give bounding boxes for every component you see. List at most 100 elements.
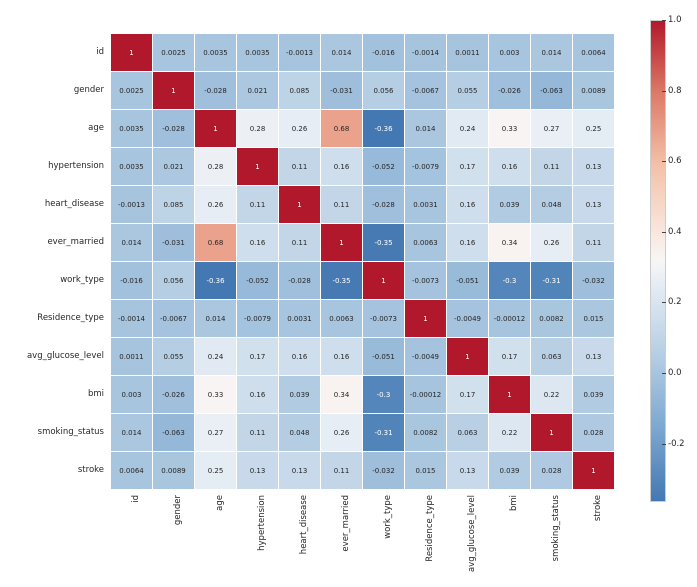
heatmap-cell: 0.056 xyxy=(153,262,195,300)
colorbar-tick-label: 0.6 xyxy=(668,156,682,166)
heatmap-cell: 0.039 xyxy=(573,376,615,414)
y-axis-label: stroke xyxy=(78,465,104,475)
heatmap-cell: 0.26 xyxy=(321,414,363,452)
y-axis-label: smoking_status xyxy=(38,427,104,437)
heatmap-cell: 1 xyxy=(195,110,237,148)
heatmap-cell: 0.021 xyxy=(237,72,279,110)
x-axis-label: avg_glucose_level xyxy=(467,495,477,572)
y-axis-label: work_type xyxy=(60,275,104,285)
heatmap-cell: 0.17 xyxy=(447,376,489,414)
heatmap-cell: 0.048 xyxy=(279,414,321,452)
heatmap-cell: 0.0035 xyxy=(195,34,237,72)
heatmap-cell: 0.0064 xyxy=(111,452,153,490)
heatmap-cell: 0.16 xyxy=(447,224,489,262)
heatmap-cell: 0.22 xyxy=(489,414,531,452)
heatmap: 10.00250.00350.0035-0.00130.014-0.016-0.… xyxy=(110,33,615,490)
x-axis-label: age xyxy=(215,495,225,511)
heatmap-cell: 0.0082 xyxy=(405,414,447,452)
heatmap-cell: 0.0025 xyxy=(111,72,153,110)
heatmap-cell: 0.16 xyxy=(321,148,363,186)
heatmap-cell: 0.16 xyxy=(279,338,321,376)
heatmap-cell: 1 xyxy=(321,224,363,262)
heatmap-cell: 1 xyxy=(447,338,489,376)
x-axis-label: stroke xyxy=(593,495,603,521)
heatmap-cell: 0.16 xyxy=(237,376,279,414)
heatmap-cell: -0.0073 xyxy=(405,262,447,300)
heatmap-cell: -0.0013 xyxy=(111,186,153,224)
heatmap-cell: -0.031 xyxy=(153,224,195,262)
heatmap-cell: 0.0089 xyxy=(153,452,195,490)
colorbar-tick-label: 0.0 xyxy=(668,368,682,378)
x-axis-label: heart_disease xyxy=(299,495,309,554)
heatmap-cell: 0.13 xyxy=(573,338,615,376)
heatmap-cell: 0.11 xyxy=(279,224,321,262)
heatmap-cell: 0.25 xyxy=(195,452,237,490)
colorbar-tick-label: 0.8 xyxy=(668,86,682,96)
heatmap-cell: 0.11 xyxy=(237,414,279,452)
heatmap-cell: 0.26 xyxy=(279,110,321,148)
heatmap-cell: -0.35 xyxy=(363,224,405,262)
heatmap-cell: -0.0067 xyxy=(153,300,195,338)
heatmap-cell: 0.17 xyxy=(447,148,489,186)
heatmap-cell: 0.25 xyxy=(573,110,615,148)
heatmap-cell: 0.039 xyxy=(279,376,321,414)
y-axis-label: avg_glucose_level xyxy=(27,351,104,361)
heatmap-cell: 0.028 xyxy=(531,452,573,490)
y-axis-label: Residence_type xyxy=(37,313,104,323)
heatmap-cell: 0.0063 xyxy=(405,224,447,262)
heatmap-cell: 0.28 xyxy=(195,148,237,186)
heatmap-cell: 0.014 xyxy=(195,300,237,338)
heatmap-cell: 0.0031 xyxy=(405,186,447,224)
colorbar-tick-label: 1.0 xyxy=(668,15,682,25)
heatmap-cell: 0.26 xyxy=(531,224,573,262)
colorbar-tick-label: -0.2 xyxy=(668,439,685,449)
heatmap-cell: 0.0089 xyxy=(573,72,615,110)
heatmap-cell: 0.22 xyxy=(531,376,573,414)
heatmap-cell: 0.17 xyxy=(489,338,531,376)
heatmap-cell: 0.34 xyxy=(489,224,531,262)
heatmap-cell: 1 xyxy=(237,148,279,186)
heatmap-cell: -0.026 xyxy=(153,376,195,414)
heatmap-cell: 1 xyxy=(111,34,153,72)
y-axis-label: gender xyxy=(74,85,104,95)
heatmap-cell: -0.032 xyxy=(573,262,615,300)
heatmap-cell: 0.11 xyxy=(573,224,615,262)
heatmap-cell: 0.063 xyxy=(447,414,489,452)
x-axis-label: gender xyxy=(173,495,183,525)
colorbar: -0.20.00.20.40.60.81.0 xyxy=(650,20,666,502)
y-axis-label: age xyxy=(88,123,104,133)
heatmap-cell: 1 xyxy=(363,262,405,300)
heatmap-cell: -0.31 xyxy=(531,262,573,300)
heatmap-cell: -0.051 xyxy=(447,262,489,300)
x-axis-label: bmi xyxy=(509,495,519,511)
heatmap-cell: 0.014 xyxy=(531,34,573,72)
heatmap-cell: -0.0079 xyxy=(405,148,447,186)
heatmap-cell: 0.0025 xyxy=(153,34,195,72)
heatmap-cell: -0.31 xyxy=(363,414,405,452)
heatmap-cell: 0.0035 xyxy=(111,110,153,148)
heatmap-cell: -0.0014 xyxy=(111,300,153,338)
x-axis-label: ever_married xyxy=(341,495,351,552)
heatmap-cell: 0.028 xyxy=(573,414,615,452)
heatmap-cell: 0.0063 xyxy=(321,300,363,338)
figure: id gender age hypertension heart_disease ever… xyxy=(0,0,697,587)
heatmap-cell: 0.16 xyxy=(489,148,531,186)
heatmap-cell: 0.063 xyxy=(531,338,573,376)
heatmap-cell: 0.16 xyxy=(237,224,279,262)
heatmap-cell: -0.028 xyxy=(195,72,237,110)
x-axis-labels: idgenderagehypertensionheart_diseaseever… xyxy=(110,495,614,585)
y-axis-label: id xyxy=(96,47,104,57)
heatmap-cell: -0.028 xyxy=(363,186,405,224)
heatmap-cell: 0.34 xyxy=(321,376,363,414)
x-axis-label: Residence_type xyxy=(425,495,435,562)
heatmap-cell: 0.015 xyxy=(573,300,615,338)
heatmap-cell: 0.68 xyxy=(321,110,363,148)
heatmap-cell: 1 xyxy=(405,300,447,338)
heatmap-cell: 0.003 xyxy=(489,34,531,72)
heatmap-cell: 0.33 xyxy=(489,110,531,148)
x-axis-label: hypertension xyxy=(257,495,267,551)
heatmap-cell: 0.055 xyxy=(153,338,195,376)
y-axis-label: bmi xyxy=(88,389,104,399)
heatmap-cell: -0.0049 xyxy=(405,338,447,376)
heatmap-cell: 0.16 xyxy=(321,338,363,376)
